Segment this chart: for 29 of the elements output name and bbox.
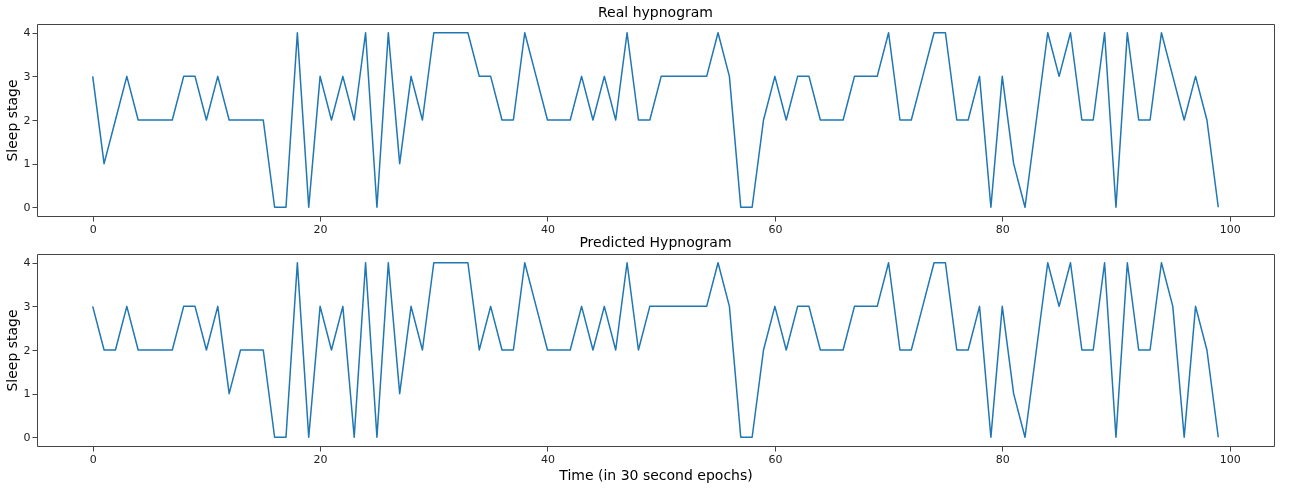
y-axis-title: Sleep stage	[3, 79, 20, 162]
y-tick-label: 1	[23, 157, 31, 171]
x-tick-label: 0	[89, 222, 97, 236]
x-tick-label: 0	[89, 452, 97, 466]
x-tick-label: 100	[1219, 222, 1241, 236]
x-tick-label: 60	[768, 452, 783, 466]
y-tick-label: 4	[23, 26, 31, 40]
x-tick-label: 100	[1219, 452, 1241, 466]
x-tick-label: 20	[313, 222, 328, 236]
y-tick-label: 3	[23, 299, 31, 313]
x-tick-label: 80	[995, 452, 1010, 466]
chart-title: Real hypnogram	[598, 4, 713, 20]
y-tick-label: 2	[23, 343, 31, 357]
y-tick-label: 0	[23, 200, 31, 214]
x-tick-label: 60	[768, 222, 783, 236]
y-tick-label: 3	[23, 69, 31, 83]
x-axis-title: Time (in 30 second epochs)	[558, 466, 753, 483]
y-tick-label: 0	[23, 430, 31, 444]
line-series	[91, 261, 1220, 439]
y-tick-label: 1	[23, 387, 31, 401]
y-tick-label: 4	[23, 256, 31, 270]
y-axis-title: Sleep stage	[3, 309, 20, 392]
line-series	[91, 31, 1220, 209]
x-tick-label: 40	[540, 222, 555, 236]
x-tick-label: 40	[540, 452, 555, 466]
y-tick-label: 2	[23, 113, 31, 127]
chart-title: Predicted Hypnogram	[579, 234, 732, 250]
x-tick-label: 20	[313, 452, 328, 466]
x-tick-label: 80	[995, 222, 1010, 236]
